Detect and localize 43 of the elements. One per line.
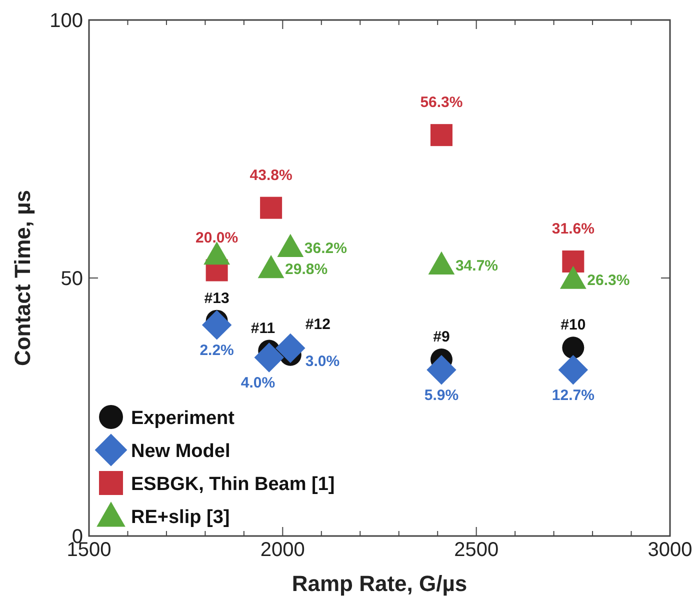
point	[562, 250, 584, 272]
point	[560, 266, 586, 289]
annotation: 20.0%	[196, 229, 238, 246]
annotation: 12.7%	[552, 386, 594, 404]
point	[430, 124, 452, 146]
annotation: #11	[250, 320, 276, 337]
annotation: 29.8%	[285, 261, 328, 278]
annotation: 31.6%	[552, 220, 594, 238]
x-tick-label: 3000	[648, 539, 692, 561]
x-axis-title: Ramp Rate, G/µs	[292, 571, 468, 596]
annotation: #12	[305, 316, 330, 333]
point	[276, 333, 306, 364]
annotation: 5.9%	[424, 386, 459, 404]
legend-label: ESBGK, Thin Beam [1]	[131, 474, 335, 495]
point	[204, 242, 230, 265]
point	[260, 196, 282, 219]
point	[558, 355, 588, 385]
annotation: 2.2%	[200, 342, 234, 359]
point	[562, 336, 584, 359]
legend-label: RE+slip [3]	[131, 507, 230, 528]
y-axis-title: Contact Time, µs	[10, 190, 35, 366]
annotation: #13	[204, 290, 230, 307]
annotation: 3.0%	[305, 353, 340, 370]
annotation: 26.3%	[587, 272, 630, 290]
legend-label: New Model	[131, 441, 230, 462]
point	[428, 251, 455, 274]
annotation: 56.3%	[420, 94, 463, 112]
annotation: #10	[560, 316, 586, 334]
point	[426, 355, 456, 385]
annotation: 4.0%	[240, 374, 276, 392]
annotation: #9	[433, 328, 450, 346]
annotation: 36.2%	[304, 240, 347, 258]
x-tick-label: 2000	[260, 539, 305, 561]
x-tick-label: 2500	[454, 539, 499, 561]
point	[254, 342, 284, 372]
point	[258, 254, 284, 278]
legend-label: Experiment	[131, 408, 236, 429]
point	[277, 234, 304, 257]
annotation: 43.8%	[250, 166, 292, 184]
y-tick-label: 50	[60, 268, 83, 290]
point	[202, 310, 232, 340]
annotation: 34.7%	[455, 258, 498, 275]
y-tick-label: 100	[50, 10, 83, 32]
